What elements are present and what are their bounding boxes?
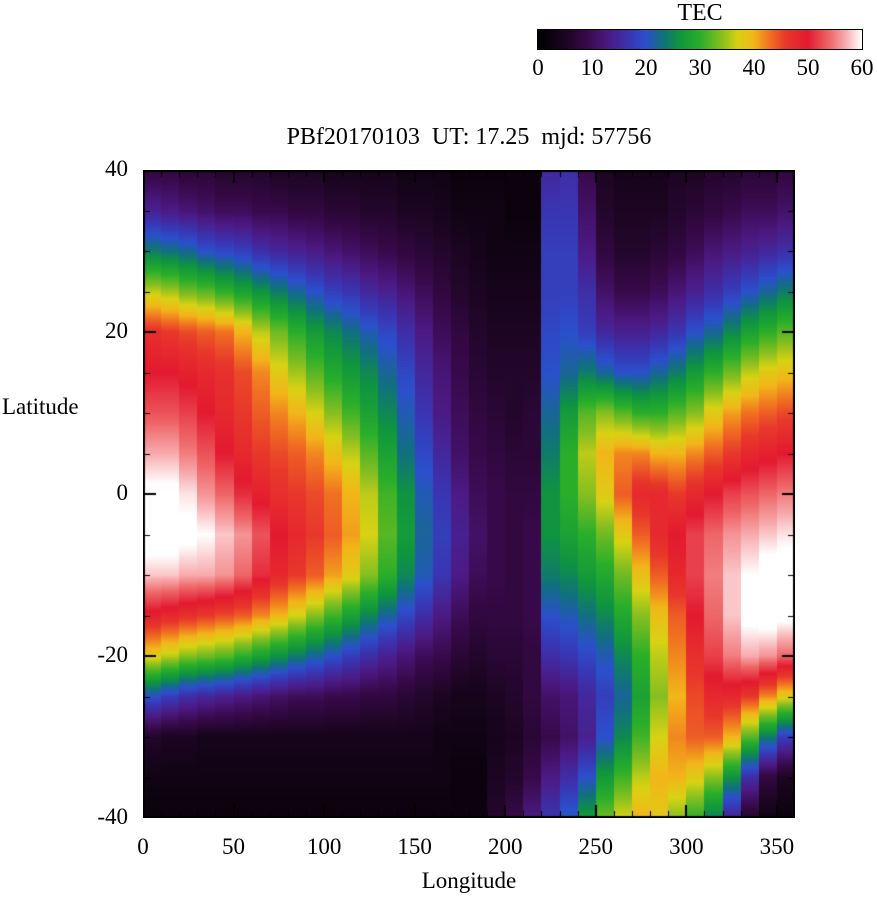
colorbar-tick-label: 40 [742, 55, 766, 80]
colorbar-tick-label: 20 [634, 55, 658, 80]
x-tick-label: 100 [306, 834, 342, 859]
x-tick-label: 350 [759, 834, 795, 859]
plot-title: PBf20170103 UT: 17.25 mjd: 57756 [286, 124, 652, 150]
y-axis-label: Latitude [2, 394, 79, 419]
x-tick-label: 150 [397, 834, 432, 859]
y-tick-label: -20 [97, 642, 128, 667]
x-tick-label: 300 [669, 834, 704, 859]
x-tick-label: 0 [137, 834, 149, 859]
x-tick-label: 50 [222, 834, 246, 859]
y-tick-label: 20 [105, 318, 128, 343]
x-tick-label: 200 [487, 834, 523, 859]
colorbar-tick-label: 0 [532, 55, 544, 80]
x-tick-label: 250 [578, 834, 614, 859]
colorbar-tick-label: 50 [796, 55, 820, 80]
y-tick-label: 0 [116, 480, 129, 505]
heatmap-canvas [143, 170, 795, 818]
colorbar-tick-label: 60 [850, 55, 874, 80]
colorbar-title: TEC [677, 0, 723, 26]
colorbar-gradient [538, 30, 862, 49]
colorbar-tick-label: 10 [580, 55, 604, 80]
colorbar-tick-label: 30 [688, 55, 712, 80]
x-axis-label: Longitude [421, 868, 517, 893]
y-tick-label: 40 [105, 156, 128, 181]
colorbar [537, 29, 863, 50]
y-tick-label: -40 [97, 804, 128, 829]
